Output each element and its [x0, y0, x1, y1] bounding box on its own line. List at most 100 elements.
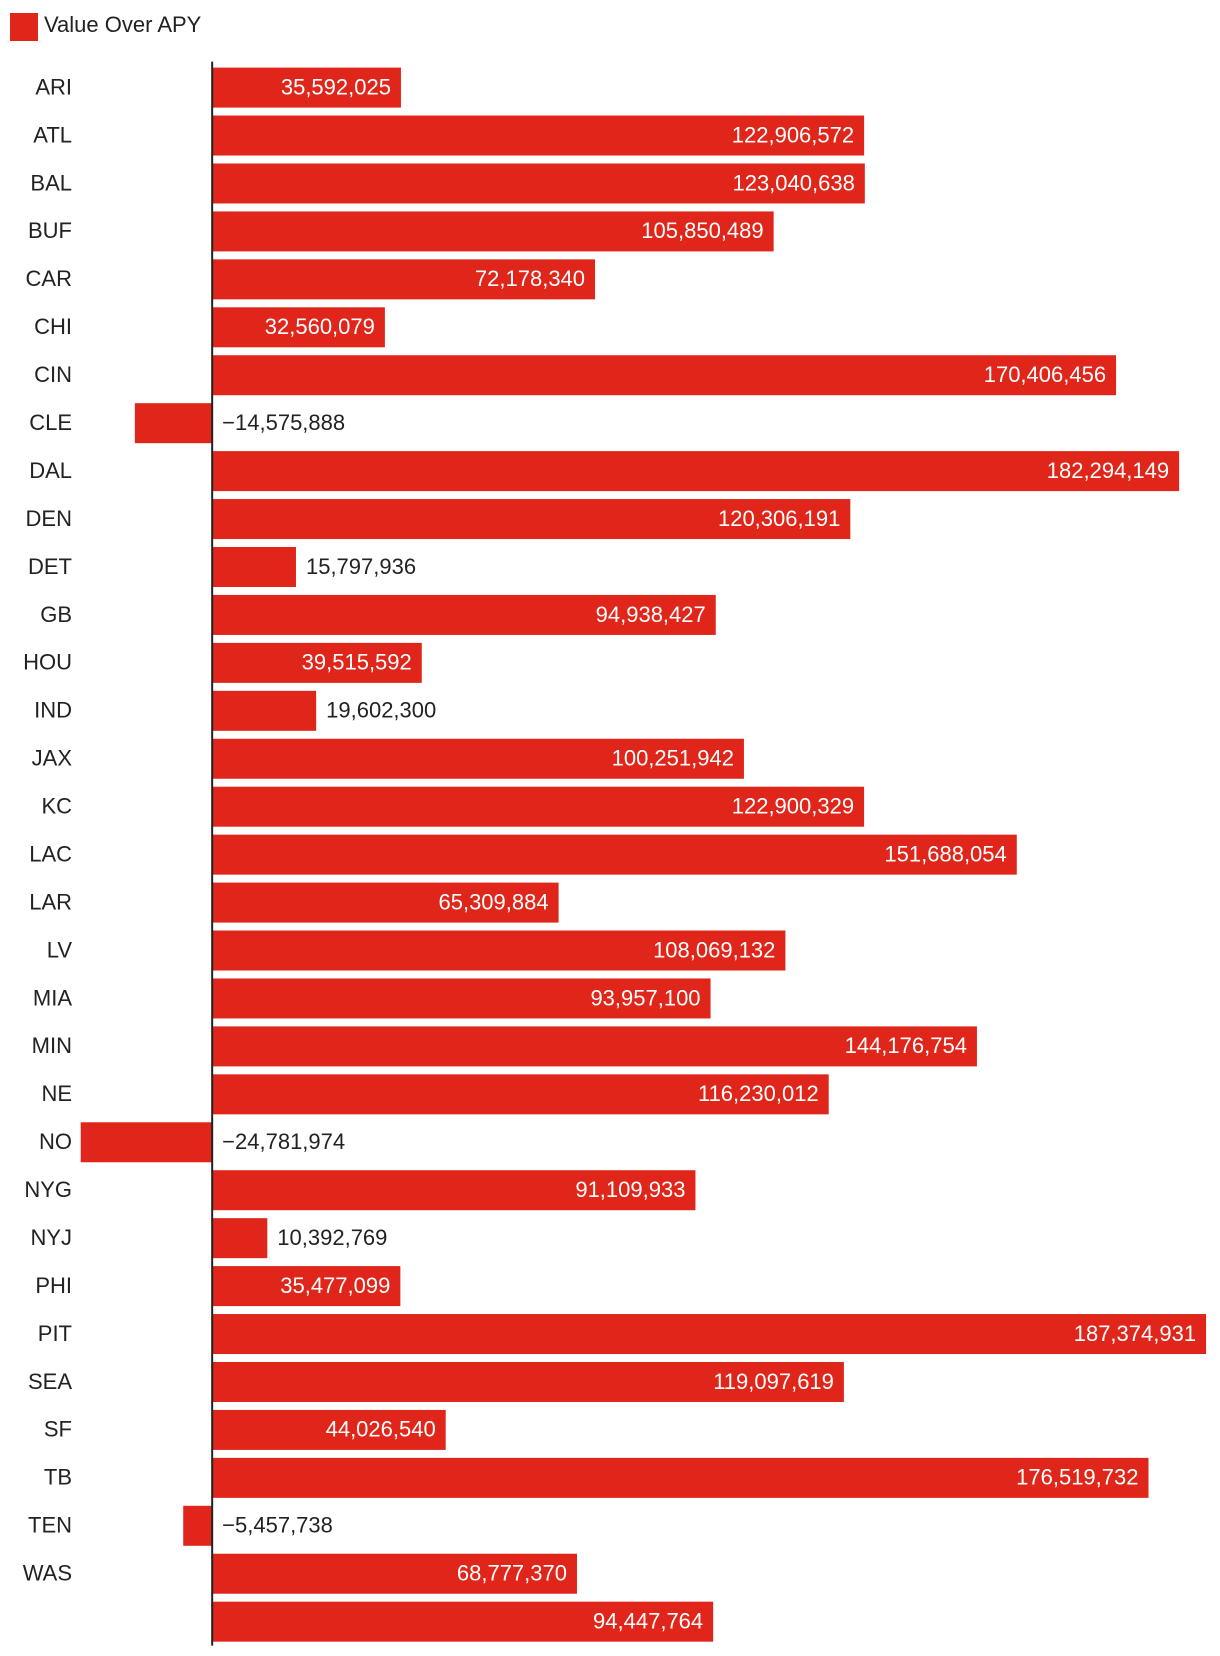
bar [212, 163, 865, 204]
category-label: JAX [32, 746, 73, 771]
category-label: MIA [33, 985, 72, 1010]
value-label: 170,406,456 [984, 362, 1106, 387]
value-label: 120,306,191 [718, 506, 840, 531]
bar [212, 978, 711, 1019]
value-label: 93,957,100 [590, 985, 700, 1010]
value-label: 122,900,329 [732, 794, 854, 819]
category-label: TB [44, 1465, 72, 1490]
category-label: BAL [30, 170, 72, 195]
bar [212, 1314, 1207, 1355]
bar [212, 1553, 577, 1594]
category-label: DET [28, 554, 72, 579]
category-label: HOU [23, 650, 72, 675]
category-label: MIN [32, 1033, 72, 1058]
bar [212, 547, 296, 587]
value-label: 65,309,884 [438, 889, 548, 914]
legend-label: Value Over APY [44, 12, 202, 37]
category-label: KC [41, 794, 72, 819]
legend: Value Over APY [10, 12, 202, 41]
value-label: 123,040,638 [732, 170, 854, 195]
category-label: NYG [24, 1177, 72, 1202]
value-label: 176,519,732 [1016, 1465, 1138, 1490]
value-label: −24,781,974 [222, 1129, 345, 1154]
category-label: BUF [28, 218, 72, 243]
category-label: NYJ [30, 1225, 72, 1250]
value-label: 119,097,619 [713, 1369, 834, 1394]
legend-swatch [10, 13, 38, 41]
value-label: 35,592,025 [281, 74, 391, 99]
bar [212, 451, 1180, 492]
bar [134, 403, 213, 444]
value-label: 32,560,079 [265, 314, 375, 339]
value-label: 91,109,933 [575, 1177, 685, 1202]
bar [212, 930, 786, 971]
bar [212, 642, 422, 683]
category-label: CIN [34, 362, 72, 387]
value-label: 68,777,370 [457, 1561, 567, 1586]
category-label: CAR [26, 266, 72, 291]
value-label: 187,374,931 [1074, 1321, 1196, 1346]
value-label: 151,688,054 [884, 841, 1006, 866]
bar [212, 115, 865, 156]
value-label: −5,457,738 [222, 1513, 333, 1538]
category-label: CLE [29, 410, 72, 435]
value-label: 116,230,012 [698, 1081, 819, 1106]
category-label: DAL [29, 458, 72, 483]
value-label: 122,906,572 [732, 122, 854, 147]
value-label: 182,294,149 [1047, 458, 1169, 483]
value-label: 94,447,764 [593, 1608, 703, 1633]
bar [212, 307, 385, 348]
bar [212, 690, 317, 731]
bar [183, 1505, 213, 1546]
value-label: 94,938,427 [596, 602, 706, 627]
category-label: ATL [33, 122, 72, 147]
value-label: 72,178,340 [475, 266, 585, 291]
category-label: WAS [23, 1561, 72, 1586]
value-label: 144,176,754 [845, 1033, 967, 1058]
value-label: 105,850,489 [641, 218, 763, 243]
bar [212, 1170, 696, 1211]
value-label: 19,602,300 [326, 698, 436, 723]
category-label: NO [39, 1129, 72, 1154]
bar [212, 738, 744, 779]
bar [212, 1074, 829, 1115]
category-label: SEA [28, 1369, 72, 1394]
category-label: DEN [26, 506, 72, 531]
bar [212, 499, 851, 540]
bar [212, 834, 1017, 875]
bar [212, 355, 1117, 396]
bar [212, 67, 401, 108]
value-label: 44,026,540 [326, 1417, 436, 1442]
value-label: 100,251,942 [612, 746, 734, 771]
value-label: 108,069,132 [653, 937, 775, 962]
value-label: 15,797,936 [306, 554, 416, 579]
bar [212, 1601, 714, 1642]
category-label: PHI [35, 1273, 72, 1298]
value-label: 35,477,099 [280, 1273, 390, 1298]
category-label: TEN [28, 1513, 72, 1538]
bar [212, 1409, 446, 1450]
category-label: SF [44, 1417, 72, 1442]
bar [212, 259, 596, 300]
bar [212, 1026, 977, 1067]
bar [212, 882, 559, 923]
category-label: PIT [38, 1321, 72, 1346]
bar [80, 1122, 213, 1163]
category-label: NE [41, 1081, 72, 1106]
category-label: GB [40, 602, 72, 627]
bar [212, 1361, 844, 1402]
bar [212, 786, 865, 827]
bar [212, 211, 774, 252]
category-label: IND [34, 698, 72, 723]
value-label: −14,575,888 [222, 410, 345, 435]
value-label: 39,515,592 [302, 650, 412, 675]
bar [212, 1218, 268, 1259]
category-label: LAC [29, 841, 72, 866]
category-label: CHI [34, 314, 72, 339]
bar [212, 594, 716, 635]
category-label: LAR [29, 889, 72, 914]
bar [212, 1457, 1149, 1498]
category-label: ARI [35, 74, 72, 99]
value-label: 10,392,769 [277, 1225, 387, 1250]
